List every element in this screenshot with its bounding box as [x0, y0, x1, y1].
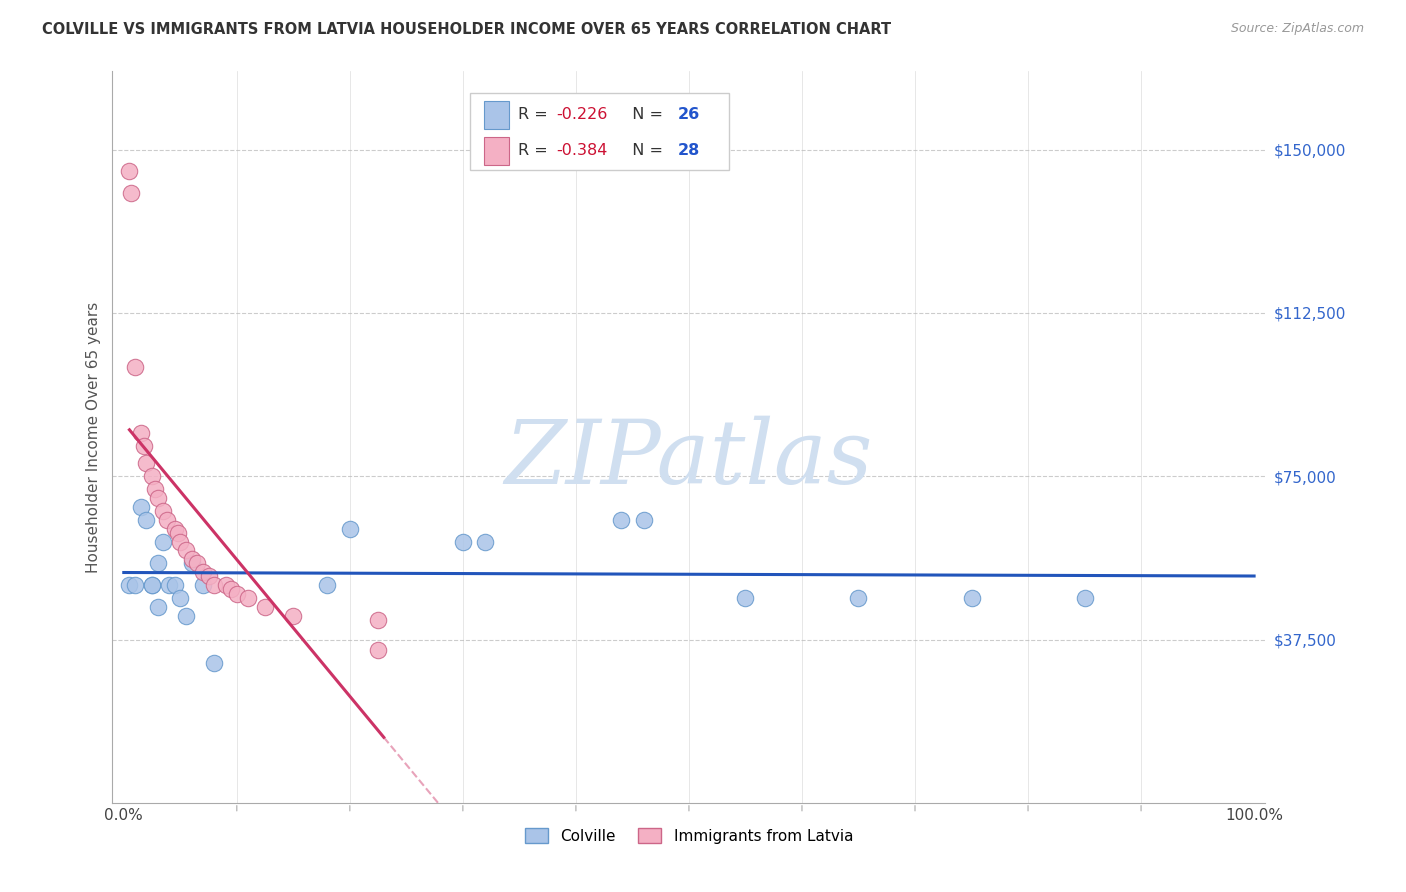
FancyBboxPatch shape — [484, 101, 509, 128]
Point — [134, 439, 156, 453]
Point — [169, 591, 191, 606]
Point — [474, 534, 496, 549]
Point — [1073, 591, 1095, 606]
Point — [156, 513, 179, 527]
Point — [124, 360, 146, 375]
Point — [214, 578, 236, 592]
Point — [202, 657, 225, 671]
Y-axis label: Householder Income Over 65 years: Householder Income Over 65 years — [86, 301, 101, 573]
Point — [367, 613, 389, 627]
Point — [225, 587, 247, 601]
Point — [135, 513, 157, 527]
Text: N =: N = — [621, 144, 668, 159]
FancyBboxPatch shape — [470, 94, 730, 170]
Point — [118, 164, 141, 178]
Text: Source: ZipAtlas.com: Source: ZipAtlas.com — [1230, 22, 1364, 36]
Text: COLVILLE VS IMMIGRANTS FROM LATVIA HOUSEHOLDER INCOME OVER 65 YEARS CORRELATION : COLVILLE VS IMMIGRANTS FROM LATVIA HOUSE… — [42, 22, 891, 37]
Point — [118, 578, 141, 592]
Point — [254, 599, 277, 614]
Point — [180, 557, 202, 571]
Text: -0.384: -0.384 — [557, 144, 607, 159]
Point — [163, 578, 186, 592]
Point — [120, 186, 142, 201]
Point — [180, 552, 202, 566]
Text: R =: R = — [519, 107, 553, 122]
Text: -0.226: -0.226 — [557, 107, 607, 122]
Point — [734, 591, 756, 606]
Point — [610, 513, 633, 527]
Point — [146, 557, 169, 571]
Point — [174, 608, 197, 623]
Point — [145, 483, 167, 497]
Point — [129, 425, 152, 440]
Point — [169, 534, 191, 549]
FancyBboxPatch shape — [484, 137, 509, 165]
Point — [141, 469, 163, 483]
Point — [141, 578, 163, 592]
Point — [152, 504, 174, 518]
Legend: Colville, Immigrants from Latvia: Colville, Immigrants from Latvia — [519, 822, 859, 850]
Point — [186, 557, 208, 571]
Text: R =: R = — [519, 144, 553, 159]
Text: 28: 28 — [678, 144, 700, 159]
Point — [124, 578, 146, 592]
Point — [219, 582, 242, 597]
Point — [191, 565, 214, 579]
Point — [316, 578, 339, 592]
Point — [129, 500, 152, 514]
Point — [157, 578, 180, 592]
Text: N =: N = — [621, 107, 668, 122]
Point — [202, 578, 225, 592]
Point — [141, 578, 163, 592]
Point — [451, 534, 474, 549]
Point — [367, 643, 389, 657]
Point — [633, 513, 655, 527]
Point — [152, 534, 174, 549]
Point — [339, 521, 361, 535]
Point — [167, 525, 190, 540]
Point — [146, 599, 169, 614]
Text: 26: 26 — [678, 107, 700, 122]
Text: ZIPatlas: ZIPatlas — [505, 416, 873, 502]
Point — [236, 591, 259, 606]
Point — [197, 569, 219, 583]
Point — [163, 521, 186, 535]
Point — [191, 578, 214, 592]
Point — [283, 608, 305, 623]
Point — [174, 543, 197, 558]
Point — [146, 491, 169, 505]
Point — [848, 591, 870, 606]
Point — [960, 591, 983, 606]
Point — [135, 456, 157, 470]
